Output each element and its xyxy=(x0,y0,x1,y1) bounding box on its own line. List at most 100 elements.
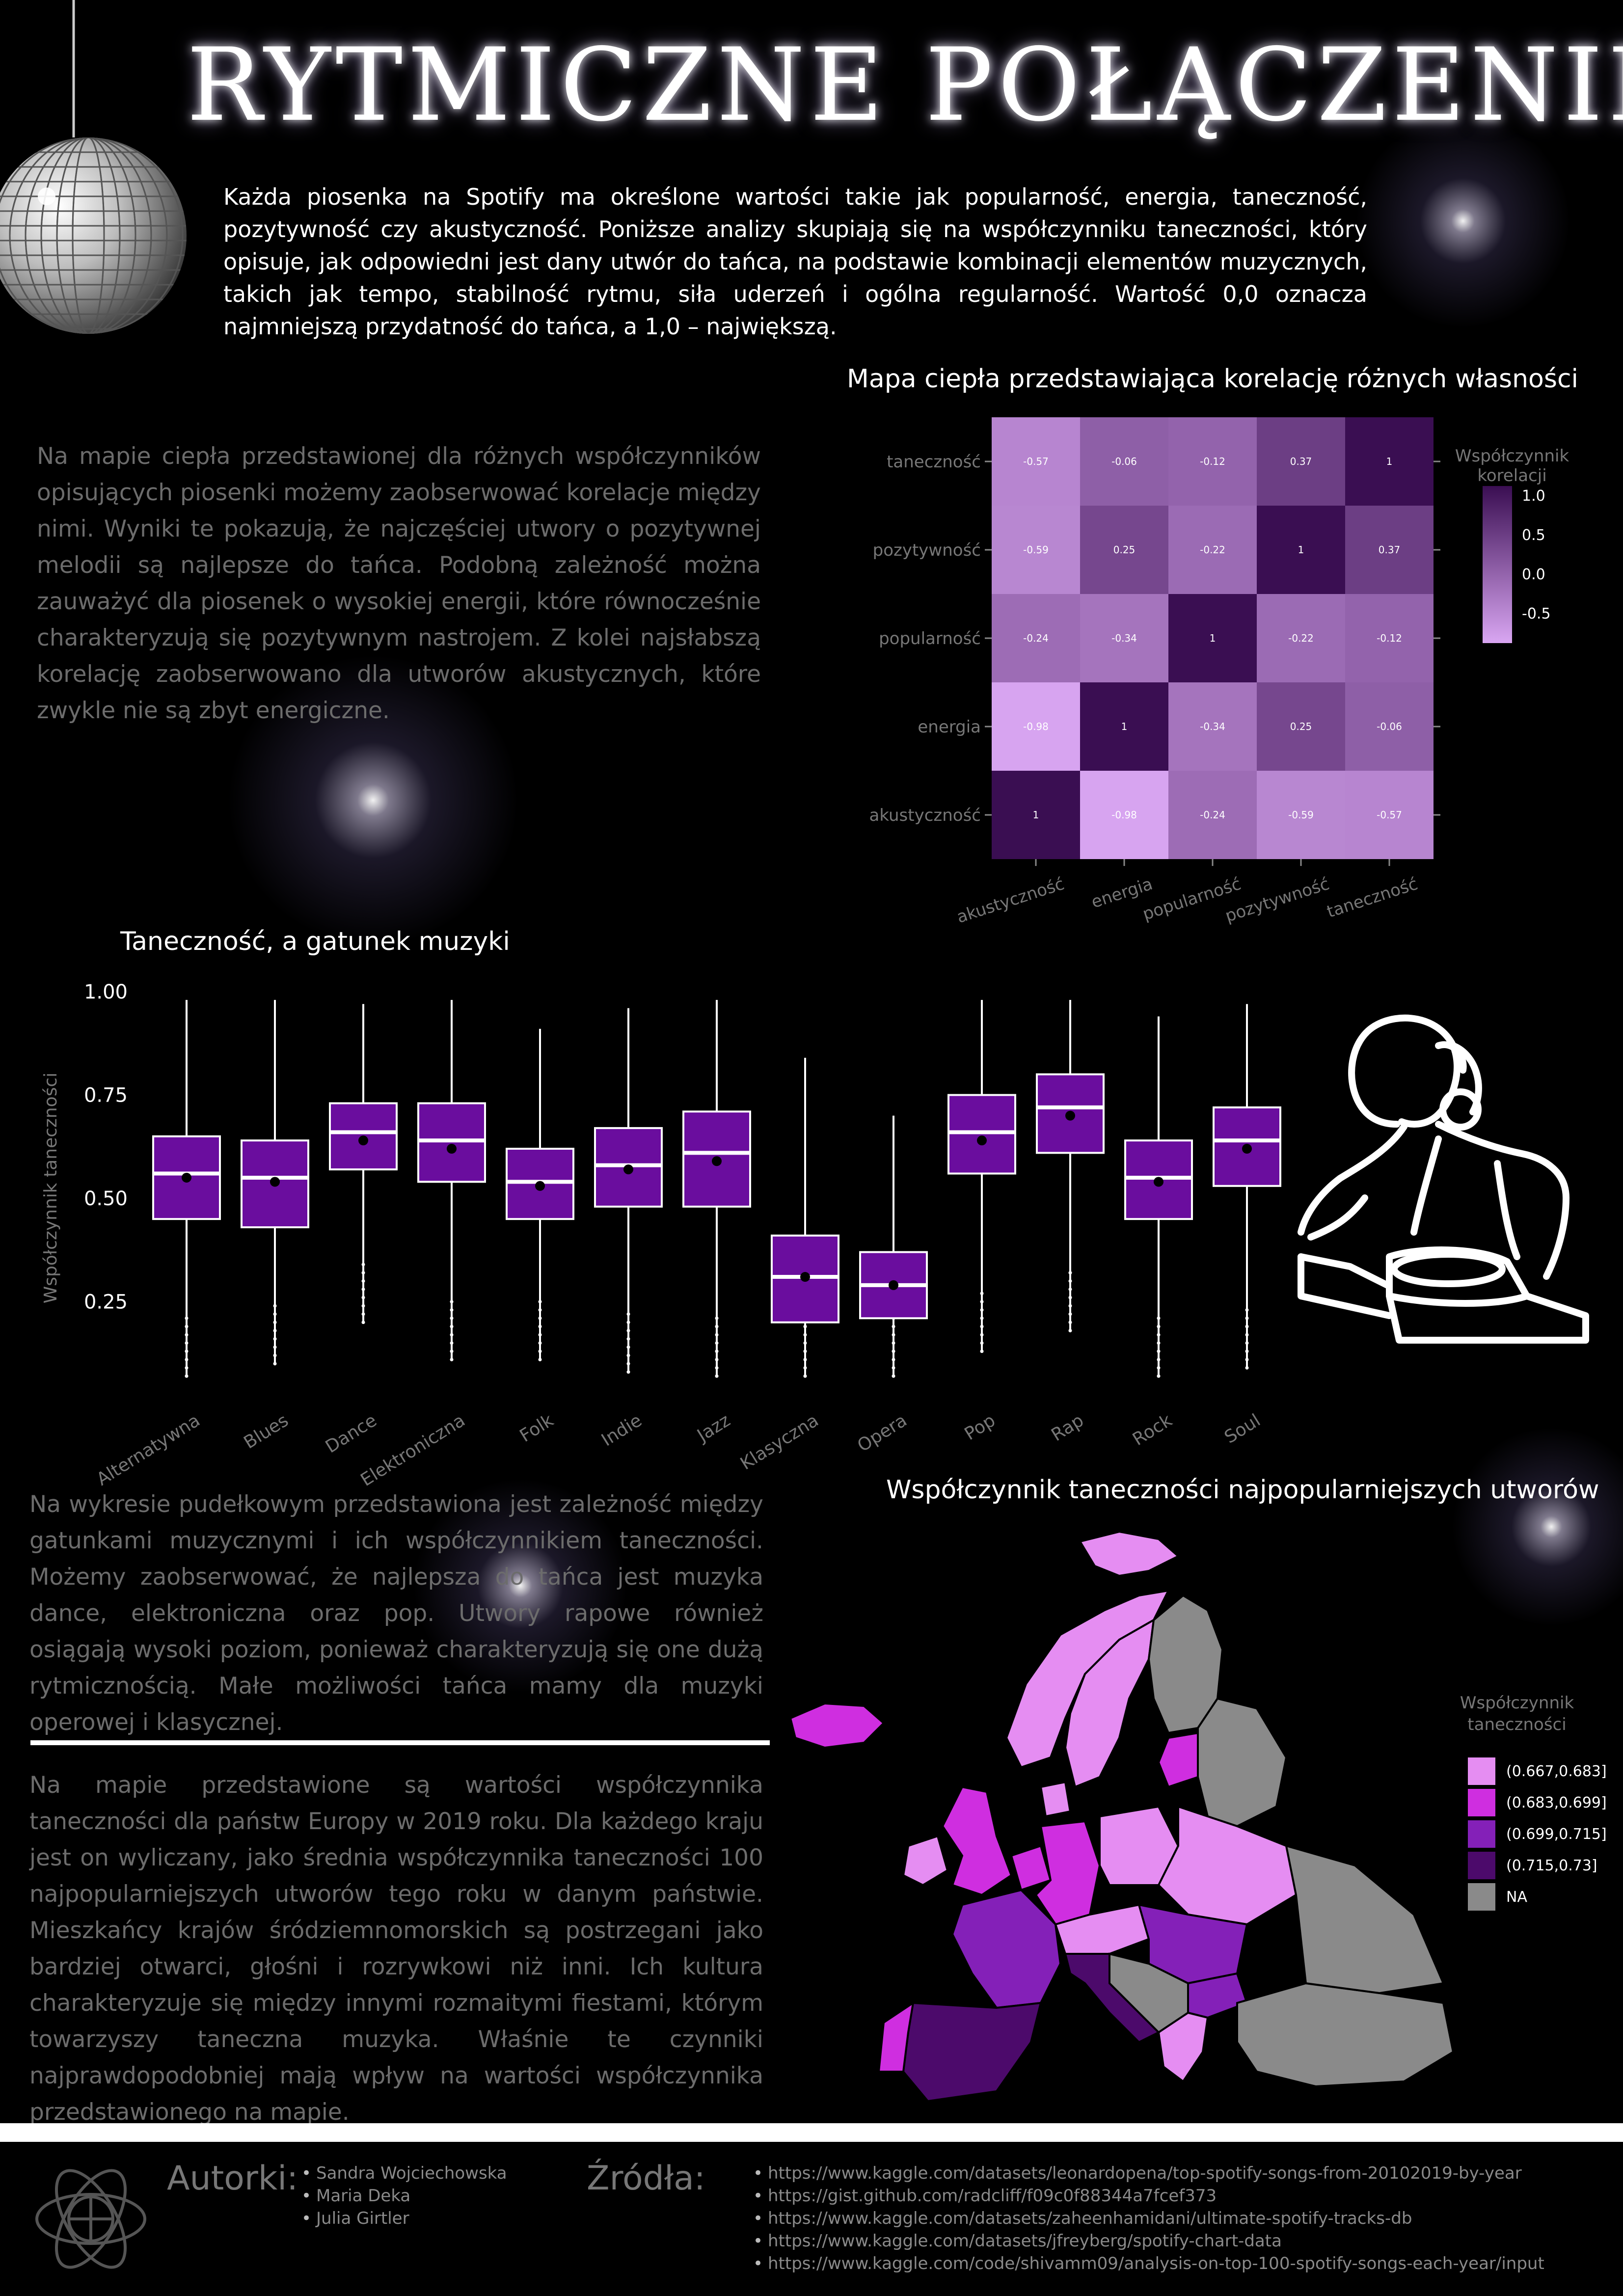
boxplot-x-label: Opera xyxy=(854,1410,911,1456)
boxplot-outlier xyxy=(1068,1279,1072,1283)
boxplot-outlier xyxy=(803,1374,807,1378)
boxplot-y-tick: 0.25 xyxy=(84,1291,128,1314)
boxplot-box xyxy=(417,1102,486,1183)
map-legend-swatch xyxy=(1468,1820,1495,1848)
boxplot-outlier xyxy=(450,1300,454,1304)
map-portugal xyxy=(877,2000,915,2073)
heatmap-cell xyxy=(1080,682,1168,771)
heatmap-cell xyxy=(1080,771,1168,859)
boxplot-outlier xyxy=(185,1374,189,1378)
source-link[interactable]: https://gist.github.com/radcliff/f09c0f8… xyxy=(753,2185,1544,2207)
boxplot-outlier xyxy=(185,1333,189,1337)
boxplot-outlier xyxy=(715,1324,719,1328)
boxplot-outlier xyxy=(1245,1316,1249,1320)
heatmap-cell-label: -0.98 xyxy=(1023,721,1049,732)
heatmap-cell xyxy=(992,506,1080,594)
map-description: Na mapie przedstawione są wartości współ… xyxy=(29,1772,763,2126)
heatmap-legend-tick: 0.5 xyxy=(1522,527,1545,544)
boxplot-outlier xyxy=(626,1337,630,1341)
boxplot-outlier xyxy=(1068,1321,1072,1324)
boxplot-x-label: Folk xyxy=(516,1410,557,1446)
genre-boxplot: 0.25 0.50 0.75 1.00 Współczynnik taneczności… xyxy=(41,981,1281,1487)
source-link[interactable]: https://www.kaggle.com/code/shivamm09/an… xyxy=(753,2252,1544,2275)
boxplot-outlier xyxy=(450,1341,454,1345)
map-legend-title: taneczności xyxy=(1467,1715,1566,1734)
map-legend-swatch xyxy=(1468,1757,1495,1785)
sources-list: https://www.kaggle.com/datasets/leonardo… xyxy=(751,2162,1544,2275)
map-uk xyxy=(941,1785,1013,1896)
heatmap-cell-label: -0.98 xyxy=(1111,809,1137,821)
boxplot-outlier xyxy=(185,1350,189,1353)
heatmap-cell-label: 1 xyxy=(1298,544,1304,556)
boxplot-outlier xyxy=(273,1304,277,1308)
boxplot-outlier xyxy=(1245,1308,1249,1312)
boxplot-outlier xyxy=(273,1345,277,1349)
boxplot-outlier xyxy=(538,1308,542,1312)
source-link[interactable]: https://www.kaggle.com/datasets/zaheenha… xyxy=(753,2207,1544,2230)
heatmap-legend-tick: 1.0 xyxy=(1522,487,1545,505)
boxplot-outlier xyxy=(273,1329,277,1333)
boxplot-outlier xyxy=(1068,1271,1072,1275)
boxplot-x-label: Indie xyxy=(598,1410,646,1451)
boxplot-mean xyxy=(1065,1110,1075,1121)
boxplot-x-label: Rap xyxy=(1048,1410,1087,1445)
author-item: Sandra Wojciechowska xyxy=(301,2162,507,2185)
boxplot-outlier xyxy=(1157,1316,1161,1320)
correlation-heatmap: -0.57 -0.06 -0.12 0.37 1 -0.59 0.25 -0.22 1 0.37 -… xyxy=(869,417,1569,927)
heatmap-cell xyxy=(1257,594,1345,682)
map-legend-title: Współczynnik xyxy=(1460,1693,1574,1713)
boxplot-outlier xyxy=(185,1324,189,1328)
map-legend-label: (0.683,0.699] xyxy=(1506,1794,1607,1811)
boxplot-outlier xyxy=(1157,1333,1161,1337)
boxplot-outlier xyxy=(185,1316,189,1320)
source-link[interactable]: https://www.kaggle.com/datasets/jfreyber… xyxy=(753,2230,1544,2252)
heatmap-cell xyxy=(1168,417,1257,506)
heatmap-cell-label: -0.12 xyxy=(1200,456,1225,467)
sources-label: Źródła: xyxy=(587,2159,705,2198)
heatmap-cell-label: -0.57 xyxy=(1377,809,1402,821)
boxplot-mean xyxy=(1154,1177,1163,1187)
boxplot-outlier xyxy=(273,1353,277,1357)
boxplot-outlier xyxy=(273,1337,277,1341)
map-sweden xyxy=(1064,1618,1155,1788)
heatmap-cell-label: -0.59 xyxy=(1288,809,1314,821)
boxplot-outlier xyxy=(1245,1357,1249,1361)
boxplot-mean xyxy=(889,1280,898,1290)
boxplot-outlier xyxy=(980,1324,984,1328)
source-link[interactable]: https://www.kaggle.com/datasets/leonardo… xyxy=(753,2162,1544,2185)
boxplot-outlier xyxy=(892,1350,895,1353)
boxplot-outlier xyxy=(715,1350,719,1353)
boxplot-outlier xyxy=(361,1321,365,1324)
heatmap-title: Mapa ciepła przedstawiająca korelację ró… xyxy=(847,364,1578,394)
intro-text: Każda piosenka na Spotify ma określone w… xyxy=(223,184,1367,340)
boxplot-mean xyxy=(800,1272,810,1282)
boxplot-x-label: Rock xyxy=(1129,1410,1176,1450)
boxplot-outlier xyxy=(1157,1341,1161,1345)
logo-icon xyxy=(35,2169,146,2269)
map-legend: Współczynnik taneczności (0.667,0.683] (0.6… xyxy=(1460,1693,1607,1911)
boxplot-outlier xyxy=(450,1324,454,1328)
boxplot-outlier xyxy=(715,1374,719,1378)
boxplot-outlier xyxy=(273,1362,277,1366)
boxplot-outlier xyxy=(980,1292,984,1296)
heatmap-cell xyxy=(1345,771,1434,859)
boxplot-outlier xyxy=(361,1304,365,1308)
boxplot-outlier xyxy=(185,1366,189,1370)
map-italy xyxy=(1064,1953,1161,2044)
map-legend-label: (0.715,0.73] xyxy=(1506,1857,1597,1874)
boxplot-outlier xyxy=(450,1333,454,1337)
boxplot-x-label: Blues xyxy=(241,1410,292,1453)
boxplot-mean xyxy=(358,1135,368,1146)
map-denmark xyxy=(1039,1781,1072,1818)
heatmap-cell xyxy=(1168,771,1257,859)
map-east xyxy=(1285,1844,1445,1995)
boxplot-outlier xyxy=(361,1271,365,1275)
boxplot-outlier xyxy=(892,1366,895,1370)
boxplot-outlier xyxy=(538,1316,542,1320)
boxplot-mean xyxy=(977,1135,987,1146)
disco-ball-icon xyxy=(0,0,187,334)
heatmap-description: Na mapie ciepła przedstawionej dla różny… xyxy=(37,443,761,724)
boxplot-outlier xyxy=(185,1357,189,1361)
boxplot-outlier xyxy=(803,1333,807,1337)
heatmap-cell-label: 1 xyxy=(1210,632,1216,644)
